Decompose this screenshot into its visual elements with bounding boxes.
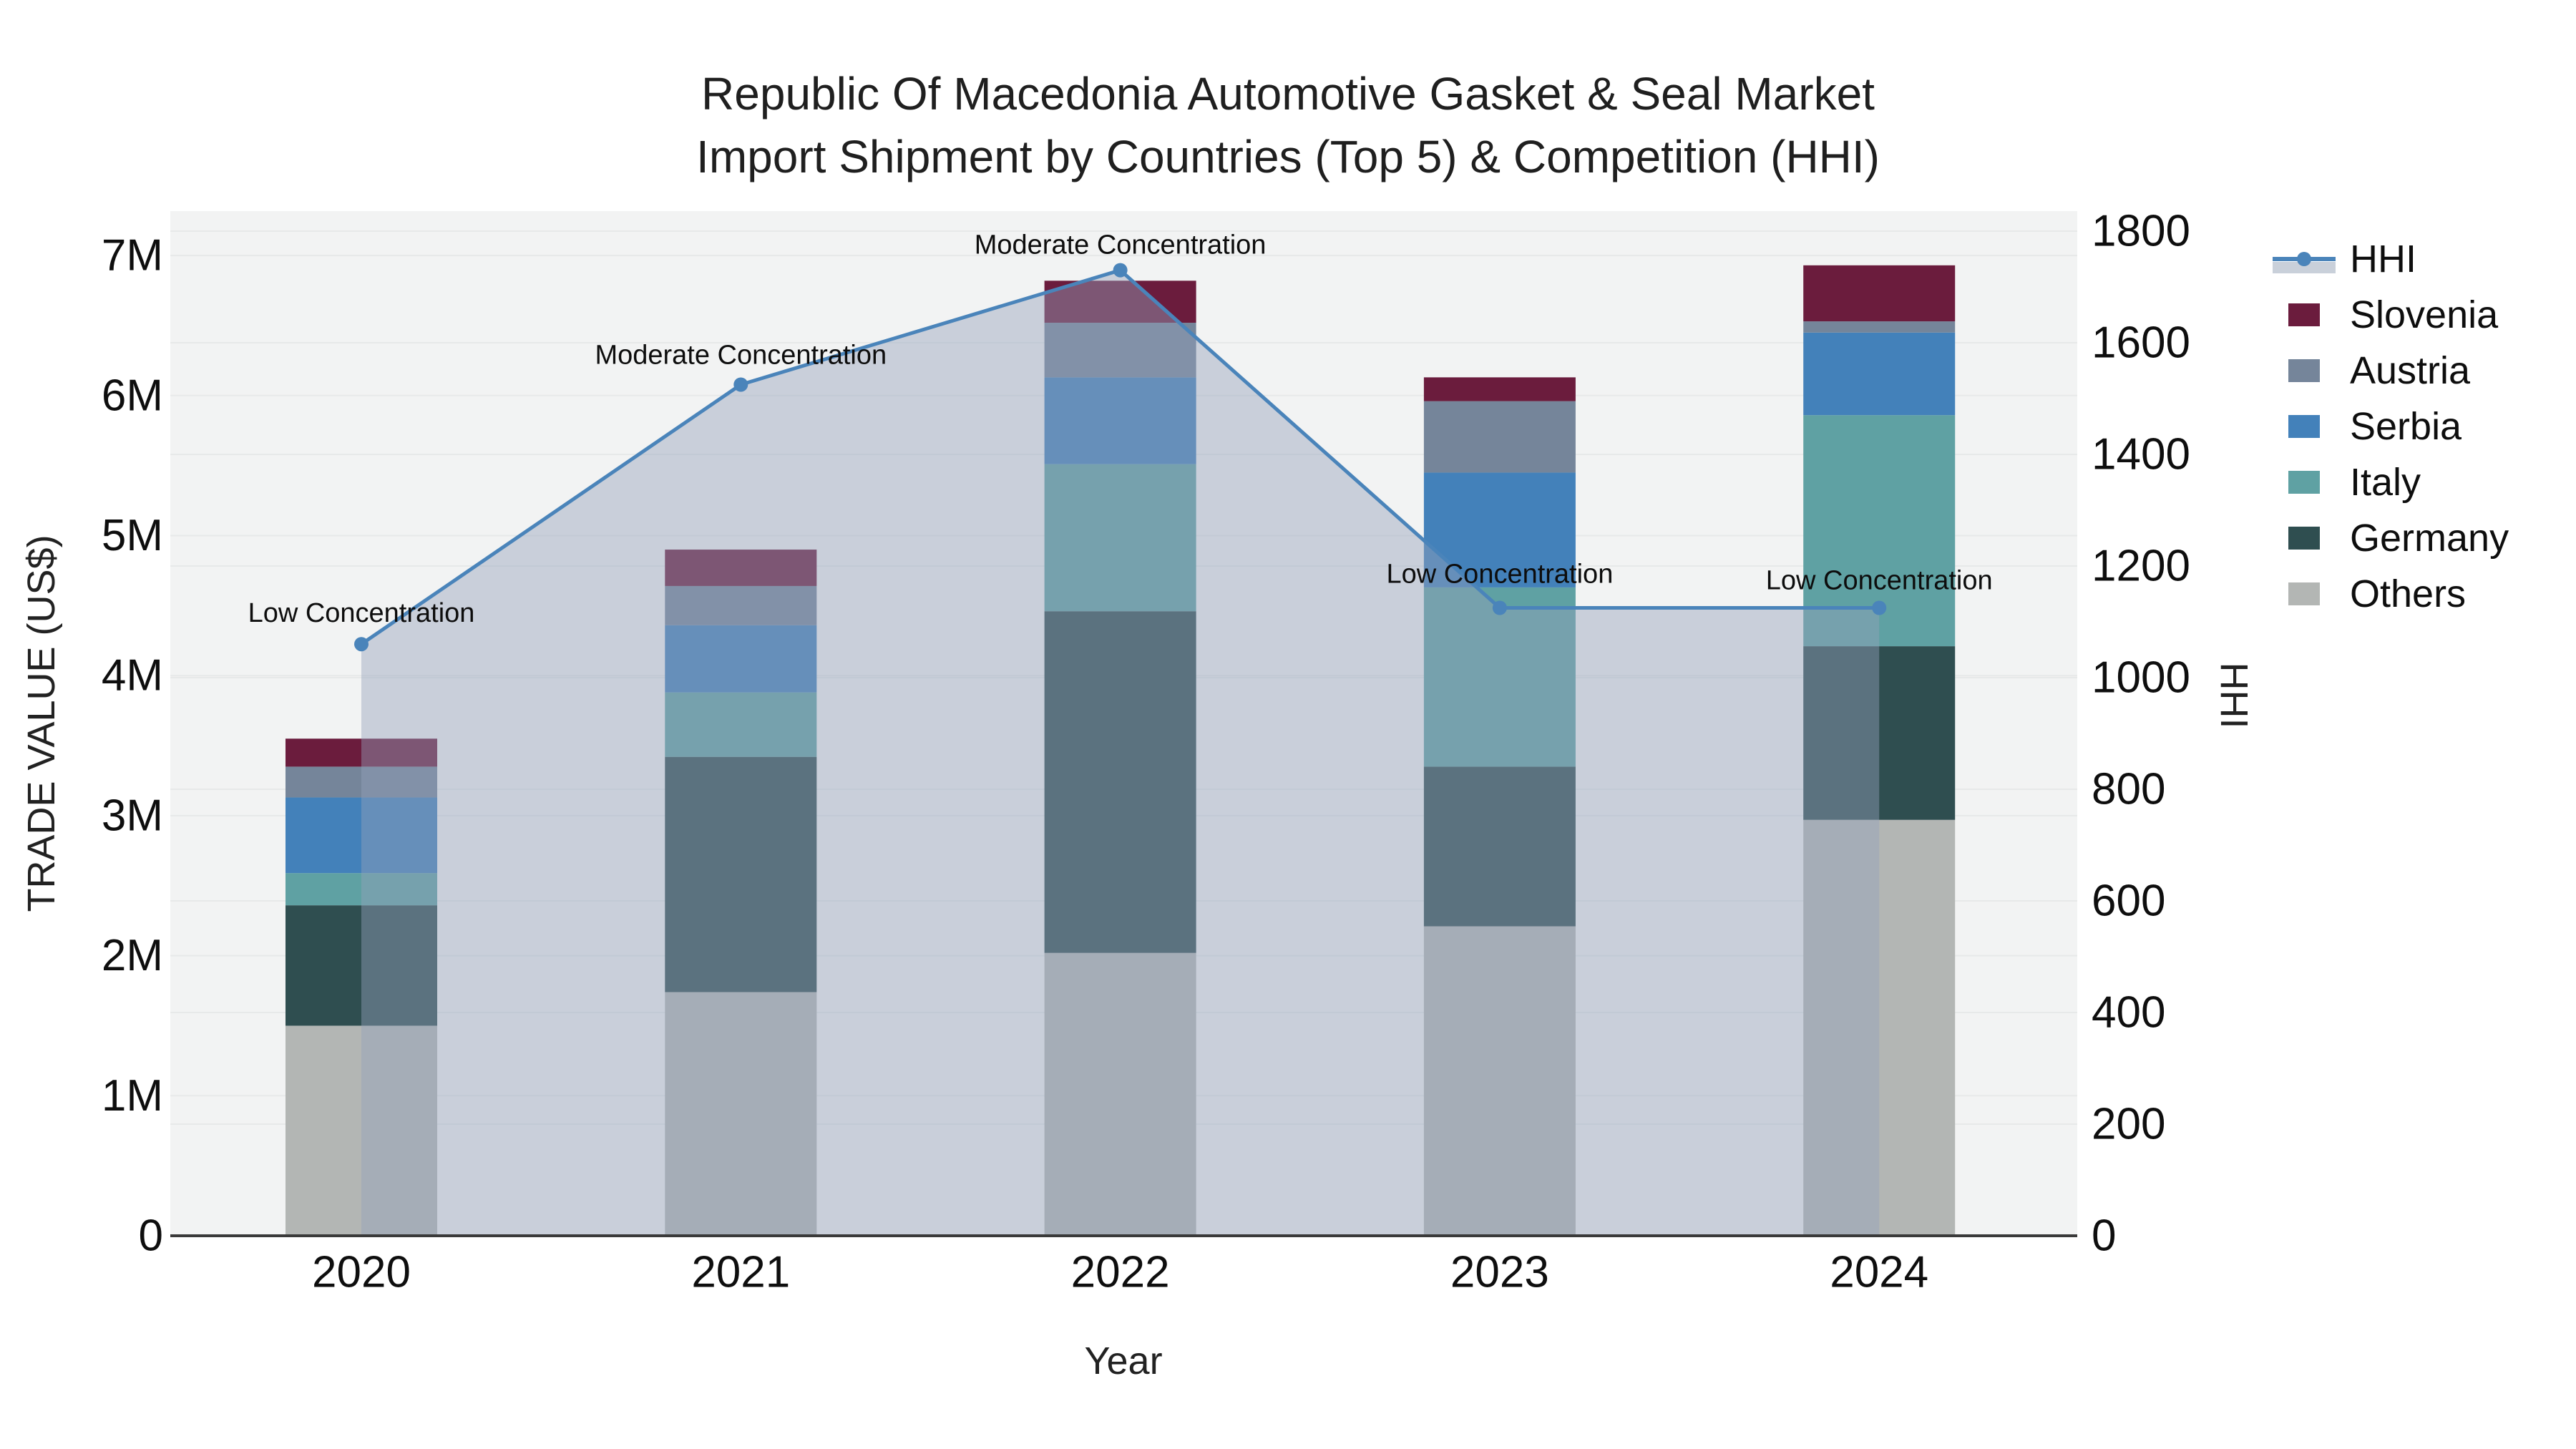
y-right-tick-label: 0 — [2092, 1211, 2116, 1261]
annotation-2022: Moderate Concentration — [975, 230, 1267, 260]
bar-segment-germany-2022[interactable] — [1044, 611, 1196, 953]
legend-item-austria[interactable]: Austria — [2288, 349, 2471, 392]
legend-label-austria: Austria — [2350, 349, 2471, 392]
y-left-tick-label: 5M — [102, 511, 163, 560]
y-right-tick-label: 1600 — [2092, 318, 2190, 368]
legend-swatch-austria — [2288, 359, 2320, 382]
legend-item-others[interactable]: Others — [2288, 572, 2466, 615]
annotation-layer: Low Concentration Moderate Concentration M… — [248, 230, 1993, 629]
annotation-2020: Low Concentration — [248, 598, 475, 628]
x-tick-label-2022: 2022 — [1071, 1248, 1170, 1297]
x-tick-label-2021: 2021 — [691, 1248, 790, 1297]
bar-segment-italy-2022[interactable] — [1044, 464, 1196, 612]
bar-segment-austria-2021[interactable] — [665, 585, 817, 625]
bar-segment-germany-2024[interactable] — [1803, 646, 1956, 820]
hhi-area-swatch — [2273, 262, 2336, 273]
y-right-tick-label: 1800 — [2092, 207, 2190, 256]
x-tick-label-2024: 2024 — [1830, 1248, 1928, 1297]
hhi-line-layer — [354, 263, 1887, 652]
bar-segment-germany-2023[interactable] — [1423, 766, 1576, 927]
bar-segment-others-2021[interactable] — [665, 992, 817, 1236]
hhi-marker-swatch — [2297, 252, 2311, 266]
legend-item-germany[interactable]: Germany — [2288, 517, 2509, 560]
x-axis-title: Year — [1084, 1340, 1162, 1382]
y-left-tick-label: 3M — [102, 791, 163, 840]
bar-segment-serbia-2022[interactable] — [1044, 377, 1196, 464]
legend-item-slovenia[interactable]: Slovenia — [2288, 293, 2499, 336]
legend-item-hhi[interactable]: HHI — [2273, 238, 2416, 280]
axis-layer: 0 1M 2M 3M 4M 5M 6M 7M 0 200 400 600 800 1000 1200 1400… — [102, 207, 2190, 1297]
bar-segment-slovenia-2023[interactable] — [1423, 377, 1576, 401]
bar-segment-austria-2022[interactable] — [1044, 323, 1196, 378]
y-right-tick-label: 1000 — [2092, 653, 2190, 703]
bar-segment-others-2024[interactable] — [1803, 819, 1956, 1236]
bar-segment-slovenia-2021[interactable] — [665, 550, 817, 586]
legend-item-italy[interactable]: Italy — [2288, 461, 2421, 504]
hhi-marker-2023[interactable] — [1492, 600, 1507, 615]
bar-segment-serbia-2020[interactable] — [286, 797, 437, 874]
bar-segment-slovenia-2024[interactable] — [1803, 265, 1956, 322]
y-left-tick-label: 7M — [102, 231, 163, 280]
legend-swatch-italy — [2288, 471, 2320, 494]
bar-segment-serbia-2021[interactable] — [665, 625, 817, 693]
bar-segment-serbia-2024[interactable] — [1803, 332, 1956, 416]
hhi-marker-2022[interactable] — [1113, 263, 1128, 278]
legend: HHI Slovenia Austria Serbia Italy Germany Othe… — [2273, 238, 2509, 615]
annotation-2021: Moderate Concentration — [595, 341, 887, 371]
legend-label-serbia: Serbia — [2350, 405, 2462, 448]
bar-segment-others-2022[interactable] — [1044, 952, 1196, 1236]
chart-title-line1: Republic Of Macedonia Automotive Gasket … — [701, 68, 1875, 119]
y-right-axis-title: HHI — [2212, 663, 2255, 729]
bar-segment-germany-2020[interactable] — [286, 905, 437, 1026]
legend-swatch-germany — [2288, 527, 2320, 550]
y-right-tick-label: 1200 — [2092, 542, 2190, 591]
legend-swatch-slovenia — [2288, 303, 2320, 326]
y-right-tick-label: 800 — [2092, 765, 2165, 814]
legend-label-others: Others — [2350, 572, 2466, 615]
bar-layer — [286, 265, 1956, 1236]
hhi-area-layer — [361, 270, 1880, 1236]
legend-label-italy: Italy — [2350, 461, 2421, 504]
y-left-tick-label: 2M — [102, 931, 163, 980]
y-right-tick-label: 600 — [2092, 877, 2165, 926]
y-left-tick-label: 1M — [102, 1071, 163, 1121]
annotation-2023: Low Concentration — [1386, 560, 1613, 590]
y-left-tick-label: 6M — [102, 371, 163, 420]
legend-label-hhi: HHI — [2350, 238, 2416, 280]
bar-segment-slovenia-2020[interactable] — [286, 738, 437, 767]
y-right-tick-label: 400 — [2092, 988, 2165, 1038]
x-tick-label-2023: 2023 — [1450, 1248, 1549, 1297]
legend-item-serbia[interactable]: Serbia — [2288, 405, 2462, 448]
y-left-tick-label: 0 — [139, 1211, 163, 1261]
annotation-2024: Low Concentration — [1766, 566, 1993, 596]
bar-segment-austria-2020[interactable] — [286, 766, 437, 798]
bar-segment-italy-2021[interactable] — [665, 692, 817, 757]
bar-segment-others-2023[interactable] — [1423, 926, 1576, 1236]
y-left-axis-title: TRADE VALUE (US$) — [20, 535, 63, 912]
hhi-area-fill — [361, 270, 1880, 1236]
chart-title-line2: Import Shipment by Countries (Top 5) & C… — [696, 131, 1880, 182]
hhi-marker-2024[interactable] — [1872, 600, 1887, 615]
legend-swatch-serbia — [2288, 415, 2320, 438]
bar-segment-others-2020[interactable] — [286, 1025, 437, 1236]
bar-segment-germany-2021[interactable] — [665, 756, 817, 992]
legend-label-slovenia: Slovenia — [2350, 293, 2499, 336]
y-right-tick-label: 1400 — [2092, 430, 2190, 479]
hhi-marker-2020[interactable] — [354, 637, 369, 652]
y-left-tick-label: 4M — [102, 651, 163, 701]
x-tick-label-2020: 2020 — [312, 1248, 411, 1297]
bar-segment-austria-2024[interactable] — [1803, 321, 1956, 333]
hhi-marker-2021[interactable] — [733, 377, 748, 392]
y-right-tick-label: 200 — [2092, 1100, 2165, 1149]
bar-segment-austria-2023[interactable] — [1423, 401, 1576, 473]
bar-segment-serbia-2023[interactable] — [1423, 472, 1576, 587]
legend-swatch-others — [2288, 582, 2320, 605]
bar-segment-italy-2023[interactable] — [1423, 587, 1576, 767]
legend-label-germany: Germany — [2350, 517, 2509, 560]
bar-segment-italy-2020[interactable] — [286, 873, 437, 906]
